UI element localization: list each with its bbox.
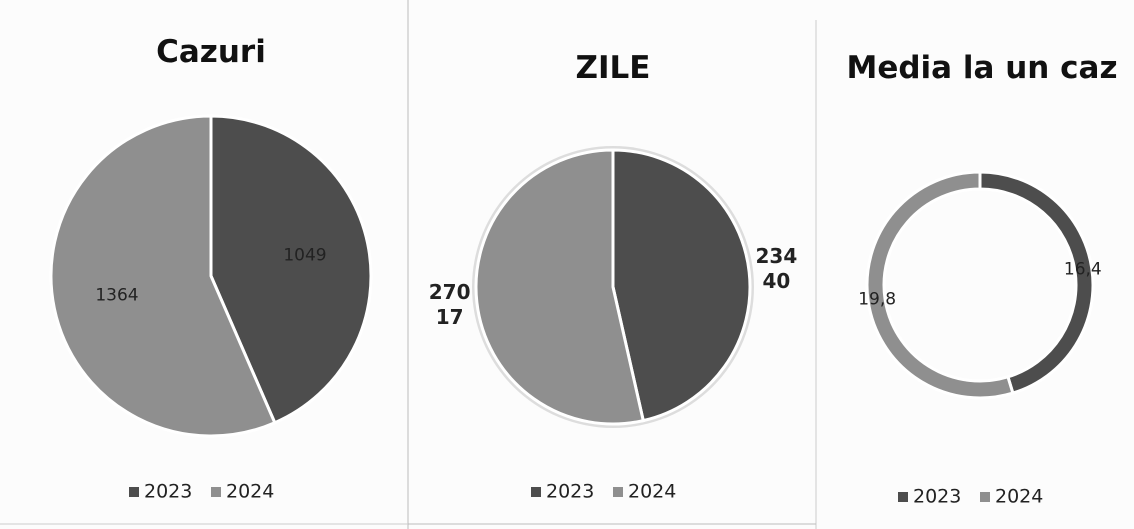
legend-label: 2023 bbox=[913, 486, 961, 508]
legend-swatch bbox=[129, 487, 139, 497]
legend-swatch bbox=[211, 487, 221, 497]
data-label: 19,8 bbox=[858, 289, 897, 310]
chart-title: ZILE bbox=[576, 50, 651, 86]
data-label: 27017 bbox=[428, 280, 471, 330]
donut-slice bbox=[978, 170, 1095, 395]
legend-swatch bbox=[898, 492, 908, 502]
data-label: 23440 bbox=[755, 243, 798, 293]
legend-label: 2023 bbox=[546, 481, 594, 503]
legend-label: 2024 bbox=[995, 486, 1043, 508]
pie-slice bbox=[209, 114, 373, 425]
legend-swatch bbox=[980, 492, 990, 502]
pie-slice bbox=[49, 114, 277, 438]
data-label: 16,4 bbox=[1063, 259, 1102, 280]
pie-slice bbox=[474, 148, 646, 426]
legend-label: 2024 bbox=[226, 481, 274, 503]
legend-label: 2024 bbox=[628, 481, 676, 503]
chart-title: Cazuri bbox=[156, 34, 266, 70]
chart-title: Media la un caz bbox=[846, 50, 1117, 86]
donut-slice bbox=[865, 170, 1015, 400]
pie-slice bbox=[611, 148, 752, 423]
data-label: 1049 bbox=[283, 245, 327, 266]
legend-label: 2023 bbox=[144, 481, 192, 503]
legend-swatch bbox=[531, 487, 541, 497]
legend-swatch bbox=[613, 487, 623, 497]
data-label: 1364 bbox=[95, 284, 139, 305]
